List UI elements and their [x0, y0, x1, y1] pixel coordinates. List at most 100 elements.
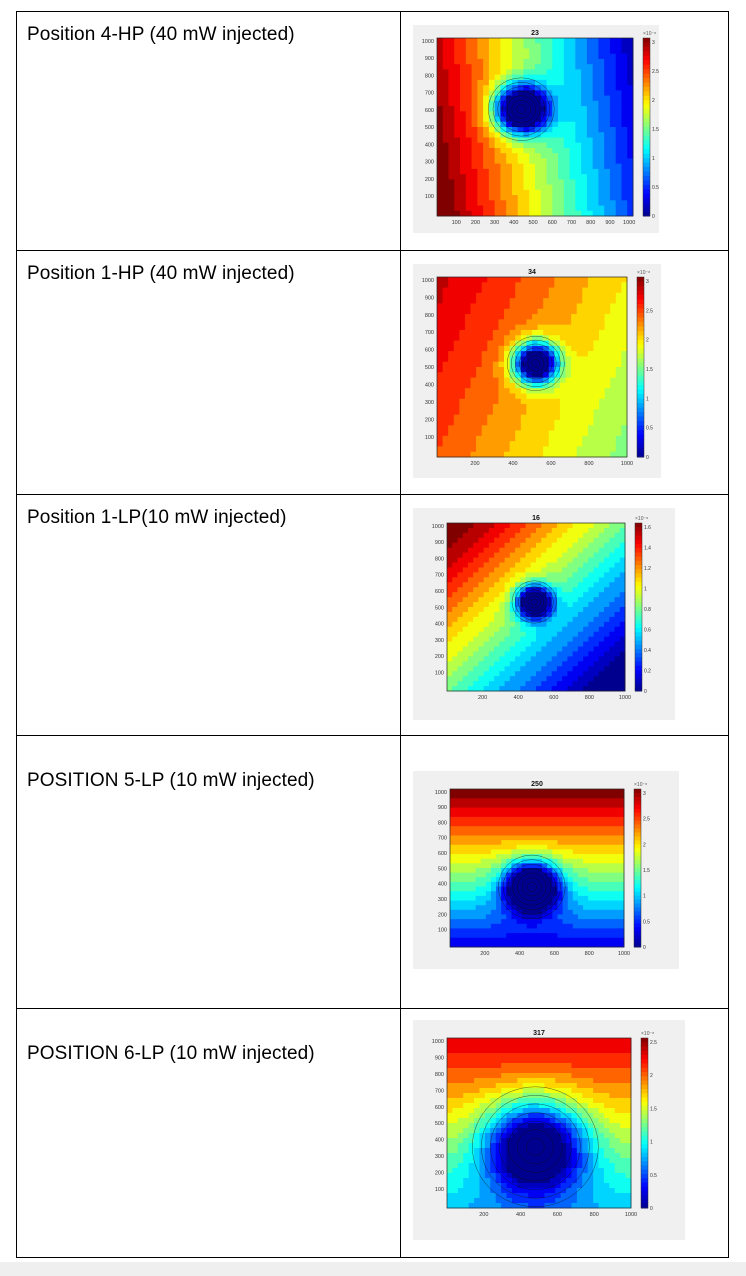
y-tick-label: 200: [425, 418, 434, 424]
colorbar-tick-label: 1: [643, 894, 646, 900]
colorbar-tick-label: 0.8: [644, 607, 651, 613]
x-tick-label: 400: [516, 1212, 525, 1218]
position-label-cell: Position 1-HP (40 mW injected): [16, 250, 401, 495]
y-tick-label: 1000: [435, 790, 447, 796]
x-tick-label: 200: [478, 695, 487, 701]
page-bottom-strip: [0, 1262, 746, 1276]
x-tick-label: 1000: [623, 220, 635, 226]
colorbar-tick-label: 3: [643, 791, 646, 797]
x-tick-label: 800: [586, 220, 595, 226]
contour-field: [450, 789, 625, 948]
colorbar-tick-label: 2: [652, 98, 655, 104]
contour-lines: [506, 335, 565, 391]
contour-plot-cell: 317 1000 900 800 700 600 500 400 300 200 100 200 400…: [400, 1008, 729, 1258]
results-table: Position 4-HP (40 mW injected) 23 1000 900…: [16, 11, 729, 1258]
colorbar-tick-label: 0: [650, 1206, 653, 1212]
position-label: POSITION 6-LP (10 mW injected): [27, 1043, 315, 1064]
y-tick-label: 800: [435, 556, 444, 562]
y-tick-label: 900: [425, 295, 434, 301]
x-tick-label: 100: [452, 220, 461, 226]
y-tick-label: 100: [425, 435, 434, 441]
y-tick-label: 200: [435, 654, 444, 660]
y-tick-label: 1000: [432, 524, 444, 530]
colorbar-tick-label: 0.5: [646, 426, 653, 432]
y-tick-label: 500: [425, 365, 434, 371]
y-tick-label: 200: [435, 1171, 444, 1177]
contour-lines: [498, 854, 566, 920]
position-label-cell: Position 4-HP (40 mW injected): [16, 11, 401, 251]
colorbar-tick-label: 1: [646, 396, 649, 402]
contour-plot-cell: 250 1000 900 800 700 600 500 400 300 200 100 200 400…: [400, 735, 729, 1009]
y-tick-label: 600: [438, 851, 447, 857]
y-tick-label: 400: [435, 1138, 444, 1144]
x-tick-label: 300: [490, 220, 499, 226]
colorbar-exponent: ×10⁻⁸: [641, 1031, 654, 1037]
x-tick-label: 200: [480, 951, 489, 957]
table-row: Position 1-LP(10 mW injected) 16 1000 900 8…: [16, 494, 729, 736]
colorbar-tick-label: 2.5: [646, 308, 653, 314]
y-tick-label: 300: [435, 638, 444, 644]
table-row: Position 1-HP (40 mW injected) 34 1000 900…: [16, 250, 729, 495]
position-label-cell: POSITION 5-LP (10 mW injected): [16, 735, 401, 1009]
colorbar-tick-label: 2: [643, 842, 646, 848]
x-tick-label: 400: [514, 695, 523, 701]
colorbar-tick-label: 2: [646, 338, 649, 344]
y-tick-label: 200: [425, 177, 434, 183]
colorbar-tick-label: 1: [644, 587, 647, 593]
colorbar-exponent: ×10⁻⁸: [637, 270, 650, 276]
table-row: POSITION 5-LP (10 mW injected) 250 1000 90…: [16, 735, 729, 1009]
colorbar-tick-label: 1.4: [644, 546, 651, 552]
x-tick-label: 800: [584, 461, 593, 467]
y-tick-label: 600: [425, 348, 434, 354]
plot-title: 250: [531, 781, 543, 788]
y-tick-label: 300: [425, 160, 434, 166]
contour-plot-figure: 317 1000 900 800 700 600 500 400 300 200 100 200 400…: [413, 1020, 685, 1240]
colorbar-tick-label: 1: [650, 1140, 653, 1146]
y-tick-label: 600: [435, 589, 444, 595]
plot-title: 317: [533, 1030, 545, 1037]
x-tick-label: 1000: [619, 695, 631, 701]
y-tick-label: 900: [435, 540, 444, 546]
y-tick-label: 700: [435, 1088, 444, 1094]
position-label: POSITION 5-LP (10 mW injected): [27, 770, 315, 791]
colorbar-tick-label: 0: [652, 214, 655, 220]
y-tick-label: 500: [425, 125, 434, 131]
colorbar-tick-label: 1.2: [644, 566, 651, 572]
contour-field: [447, 1038, 632, 1209]
y-tick-label: 800: [425, 73, 434, 79]
x-tick-label: 800: [590, 1212, 599, 1218]
y-tick-label: 500: [435, 1121, 444, 1127]
colorbar-tick-label: 0.5: [652, 185, 659, 191]
x-tick-label: 800: [585, 695, 594, 701]
y-tick-label: 300: [438, 897, 447, 903]
y-tick-label: 800: [435, 1072, 444, 1078]
x-tick-label: 700: [567, 220, 576, 226]
colorbar-tick-label: 2.5: [650, 1040, 657, 1046]
colorbar-tick-label: 1.6: [644, 525, 651, 531]
contour-plot-figure: 250 1000 900 800 700 600 500 400 300 200 100 200 400…: [413, 771, 679, 969]
y-tick-label: 900: [425, 56, 434, 62]
position-label: Position 1-HP (40 mW injected): [27, 263, 295, 284]
y-tick-label: 400: [435, 622, 444, 628]
colorbar-tick-label: 3: [646, 279, 649, 285]
contour-field: [437, 277, 628, 458]
y-tick-label: 700: [435, 573, 444, 579]
colorbar-exponent: ×10⁻⁸: [634, 782, 647, 788]
x-tick-label: 900: [605, 220, 614, 226]
colorbar-exponent: ×10⁻⁸: [643, 31, 656, 37]
y-tick-label: 300: [435, 1154, 444, 1160]
colorbar: [633, 788, 642, 948]
x-tick-label: 600: [548, 220, 557, 226]
plot-title: 34: [528, 269, 536, 276]
contour-plot-figure: 16 1000 900 800 700 600 500 400 300 200 100 200 400 6…: [413, 508, 675, 720]
y-tick-label: 100: [435, 1187, 444, 1193]
colorbar-tick-label: 0: [646, 455, 649, 461]
colorbar: [636, 276, 645, 458]
colorbar-exponent: ×10⁻⁸: [635, 516, 648, 522]
plot-title: 16: [532, 515, 540, 522]
x-tick-label: 600: [553, 1212, 562, 1218]
y-tick-label: 1000: [422, 278, 434, 284]
y-tick-label: 700: [438, 836, 447, 842]
colorbar-tick-label: 0: [643, 945, 646, 951]
